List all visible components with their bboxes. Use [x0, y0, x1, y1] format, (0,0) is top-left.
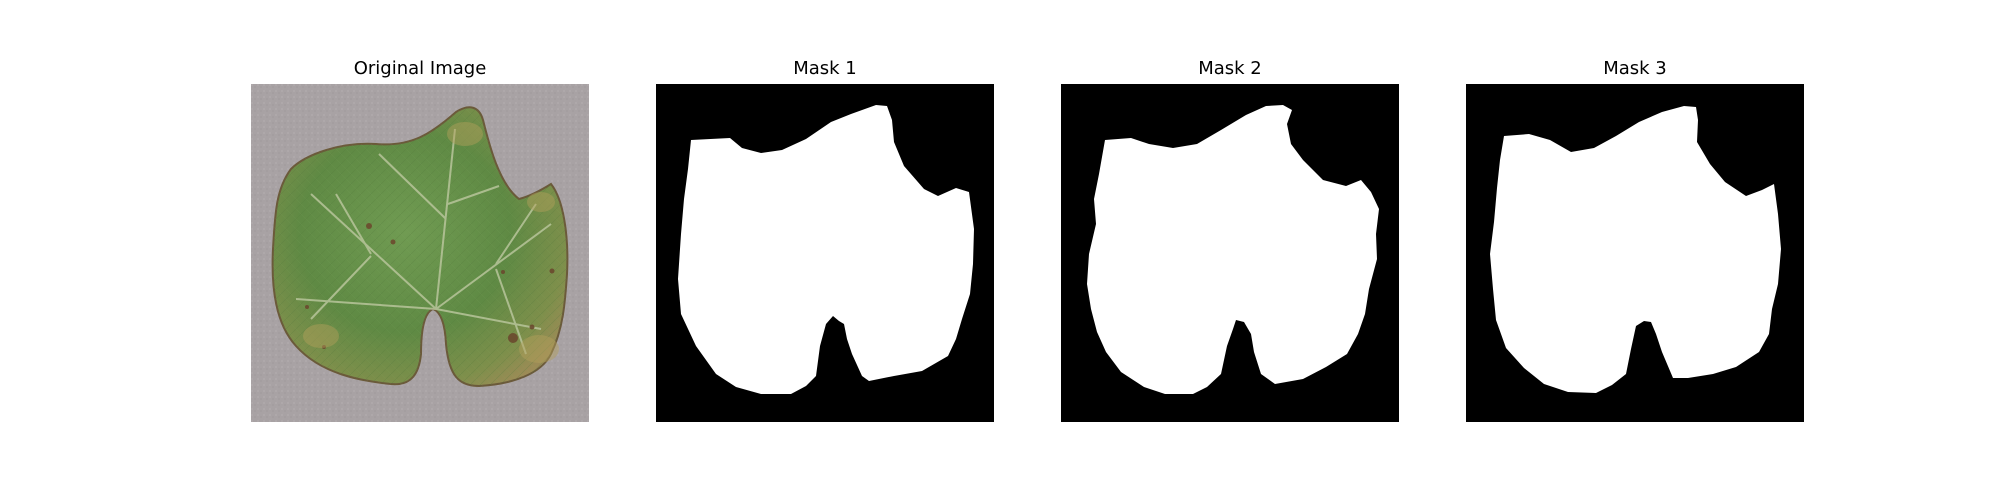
- leaf-mask: [1490, 106, 1781, 393]
- panel-title: Original Image: [353, 58, 487, 79]
- panel-mask-1: Mask 1: [656, 0, 994, 500]
- panel-title: Mask 2: [1198, 58, 1262, 79]
- mask-1-image: [656, 84, 994, 422]
- leaf-photo: [251, 84, 589, 422]
- leaf-mask: [678, 105, 974, 394]
- panel-original-image: Original Image: [251, 0, 589, 500]
- leaf: [271, 106, 569, 388]
- panel-mask-3: Mask 3: [1466, 0, 1804, 500]
- mask-2-image: [1061, 84, 1399, 422]
- panel-title: Mask 3: [1603, 58, 1667, 79]
- mask-3-image: [1466, 84, 1804, 422]
- panel-title: Mask 1: [793, 58, 857, 79]
- leaf-mask: [1087, 105, 1379, 394]
- panel-mask-2: Mask 2: [1061, 0, 1399, 500]
